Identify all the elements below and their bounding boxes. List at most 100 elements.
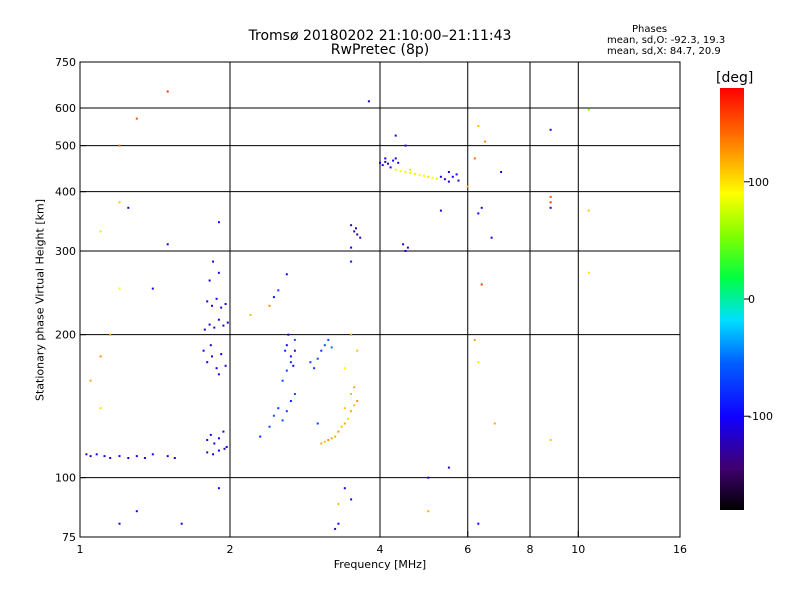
data-point (451, 175, 454, 178)
data-point (359, 236, 362, 239)
data-point (289, 400, 292, 402)
y-tick-label: 300 (55, 245, 76, 258)
data-point (118, 455, 121, 458)
data-point (340, 425, 343, 428)
data-point (343, 407, 346, 410)
data-point (287, 333, 290, 336)
data-point (477, 212, 480, 215)
y-axis-label: Stationary phase Virtual Height [km] (33, 198, 47, 402)
data-point (118, 287, 121, 290)
data-point (285, 369, 288, 372)
data-point (402, 243, 405, 246)
x-tick-label: 1 (77, 543, 84, 556)
data-point (320, 442, 323, 445)
data-point (217, 221, 220, 224)
y-tick-label: 750 (55, 56, 76, 69)
data-point (293, 349, 296, 352)
y-tick-label: 75 (62, 531, 76, 544)
data-point (484, 140, 487, 143)
data-point (118, 144, 121, 147)
y-tick-label: 400 (55, 186, 76, 199)
data-point (217, 437, 220, 440)
phase-stats-o: mean, sd,O: -92.3, 19.3 (607, 35, 726, 46)
data-point (109, 333, 112, 336)
data-point (127, 457, 130, 459)
data-point (209, 344, 212, 347)
data-point (473, 338, 476, 341)
data-point (118, 201, 121, 204)
data-point (217, 487, 220, 490)
data-point (353, 386, 356, 389)
data-point (99, 230, 102, 233)
data-point (224, 364, 227, 367)
data-point (272, 414, 275, 417)
data-point (151, 453, 154, 456)
data-point (394, 168, 397, 171)
data-point (272, 296, 275, 299)
chart-title: Tromsø 20180202 21:10:00–21:11:43 (248, 28, 512, 44)
data-point (215, 297, 218, 300)
x-tick-label: 8 (527, 543, 534, 556)
data-point (455, 173, 458, 176)
data-point (143, 457, 146, 459)
data-point (268, 425, 271, 428)
data-point (223, 447, 226, 450)
data-point (217, 318, 220, 321)
data-point (309, 361, 312, 364)
data-point (466, 185, 469, 188)
data-point (443, 178, 446, 181)
data-point (337, 522, 340, 525)
data-point (99, 407, 102, 410)
data-point (355, 227, 357, 230)
data-point (222, 430, 225, 433)
colorbar (720, 88, 744, 510)
data-point (587, 209, 590, 212)
data-point (281, 379, 284, 382)
data-point (477, 522, 480, 525)
data-point (587, 271, 590, 274)
data-point (212, 260, 215, 263)
data-point (427, 175, 430, 178)
data-point (334, 435, 337, 438)
data-point (212, 453, 215, 456)
data-point (217, 373, 220, 376)
data-point (327, 439, 330, 441)
data-point (313, 367, 316, 370)
data-point (118, 522, 121, 525)
data-point (213, 442, 216, 445)
y-tick-label: 100 (55, 472, 76, 485)
phase-stats-x: mean, sd,X: 84.7, 20.9 (607, 46, 721, 57)
data-point (284, 349, 287, 352)
data-point (316, 357, 319, 360)
data-point (323, 344, 326, 347)
data-point (206, 451, 209, 454)
data-point (135, 510, 138, 513)
data-point (447, 466, 450, 469)
data-point (399, 170, 402, 173)
data-point (343, 422, 346, 425)
data-point (490, 236, 493, 239)
data-point (293, 393, 296, 395)
data-point (166, 455, 169, 458)
data-point (431, 176, 434, 179)
data-point (404, 144, 407, 147)
data-point (350, 246, 353, 249)
data-point (343, 487, 346, 490)
data-point (350, 224, 353, 227)
data-point (103, 455, 106, 458)
data-point (206, 361, 209, 364)
data-point (127, 206, 130, 209)
data-point (409, 172, 412, 174)
grid-lines (80, 62, 680, 537)
data-point (211, 355, 213, 358)
data-points (85, 90, 590, 530)
data-point (337, 503, 340, 505)
chart-subtitle: RwPretec (8p) (330, 42, 430, 58)
data-point (549, 206, 552, 209)
data-point (549, 439, 552, 441)
data-point (356, 349, 359, 352)
data-point (285, 410, 288, 413)
data-point (392, 159, 395, 162)
data-point (418, 173, 421, 176)
colorbar-ticks: 100 0 -100 (744, 176, 773, 423)
